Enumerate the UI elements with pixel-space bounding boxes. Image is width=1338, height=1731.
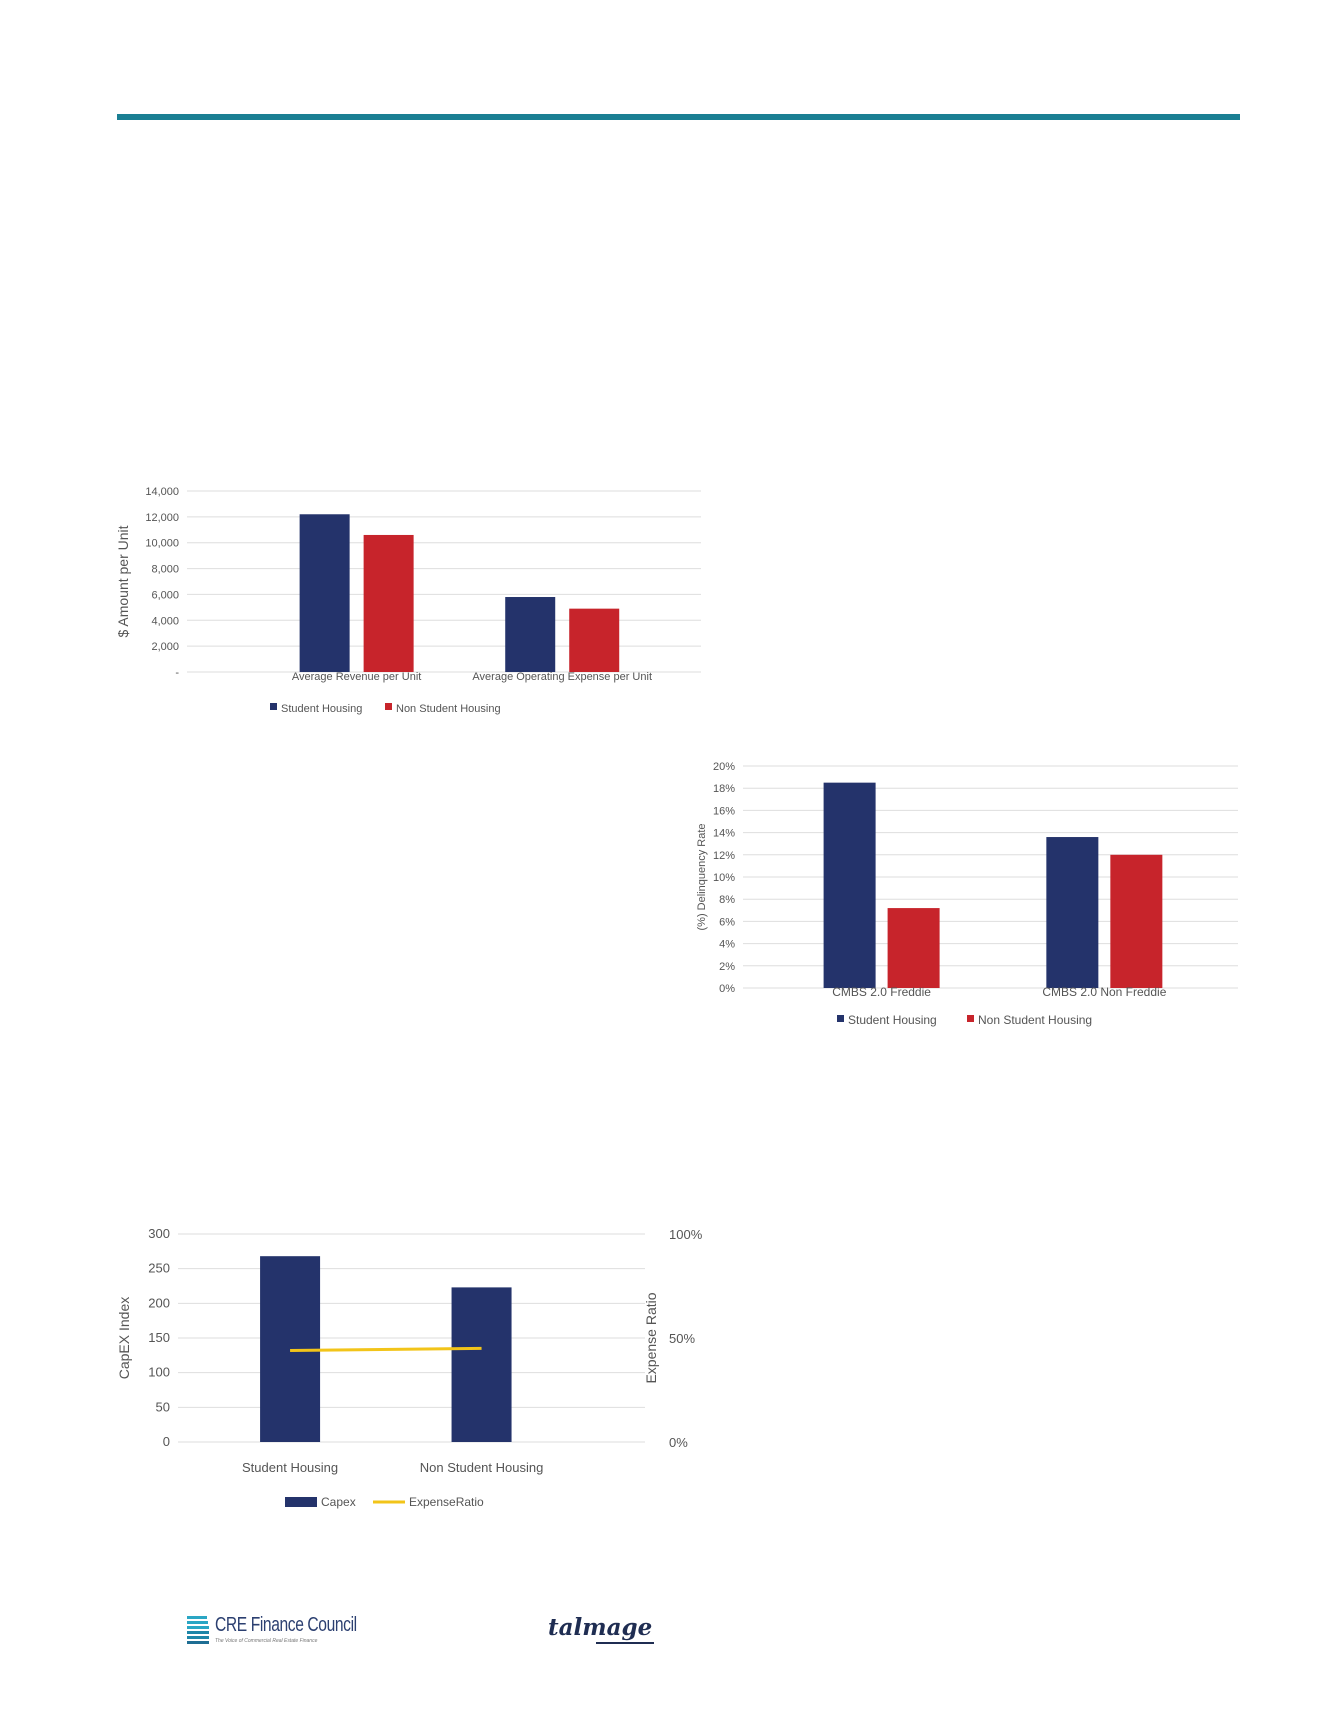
y2-axis-title: Expense Ratio: [643, 1292, 659, 1383]
category-label: Average Revenue per Unit: [292, 671, 421, 683]
legend-swatch: [385, 703, 392, 710]
y-tick-label: 4%: [719, 939, 735, 951]
bar: [299, 514, 350, 672]
legend-label: Non Student Housing: [978, 1013, 1092, 1027]
y-tick-label: 12,000: [145, 512, 179, 524]
y2-tick-label: 50%: [669, 1331, 695, 1346]
y-axis-title: CapEX Index: [116, 1297, 132, 1380]
y-tick-label: 50: [156, 1399, 170, 1414]
legend-swatch: [837, 1015, 844, 1022]
y-tick-label: 6,000: [151, 589, 179, 601]
y-axis-title: $ Amount per Unit: [115, 525, 131, 637]
y-tick-label: 20%: [713, 761, 735, 773]
revenue-expense-chart: - 2,000 4,000 6,000 8,000 10,000 12,000 14,000 $…: [115, 486, 701, 715]
y2-tick-label: 0%: [669, 1435, 688, 1450]
y-tick-label: 10,000: [145, 538, 179, 550]
y-tick-label: 4,000: [151, 615, 179, 627]
y-tick-label: 250: [148, 1261, 170, 1276]
logo1-tagline: The Voice of Commercial Real Estate Fina…: [215, 1638, 318, 1644]
y-tick-label: 200: [148, 1295, 170, 1310]
logo2-name: talmage: [548, 1614, 653, 1641]
y-tick-label: 100: [148, 1365, 170, 1380]
y-tick-label: 12%: [713, 850, 735, 862]
y-tick-label: 10%: [713, 872, 735, 884]
category-label: Student Housing: [242, 1460, 338, 1475]
y-tick-label: 18%: [713, 783, 735, 795]
category-label: CMBS 2.0 Freddie: [832, 985, 931, 999]
y-tick-label: 14%: [713, 828, 735, 840]
legend-swatch: [285, 1497, 317, 1507]
bar: [451, 1287, 512, 1442]
legend-label: ExpenseRatio: [409, 1495, 484, 1509]
logo1-name: CRE Finance Council: [215, 1614, 357, 1636]
y-tick-label: 14,000: [145, 486, 179, 498]
bar: [505, 597, 556, 672]
y-tick-label: 8,000: [151, 564, 179, 576]
top-rule: [117, 114, 1240, 120]
y-tick-label: 300: [148, 1226, 170, 1241]
y-tick-label: -: [175, 667, 179, 679]
y2-tick-label: 100%: [669, 1227, 703, 1242]
legend-swatch: [270, 703, 277, 710]
delinquency-chart: 0% 2% 4% 6% 8% 10% 12% 14% 16% 18% 20% (%) Delinque…: [696, 761, 1238, 1027]
legend-swatch: [967, 1015, 974, 1022]
category-label: Non Student Housing: [420, 1460, 544, 1475]
bar: [1046, 837, 1099, 988]
legend-label: Student Housing: [848, 1013, 937, 1027]
y-tick-label: 0%: [719, 983, 735, 995]
category-label: CMBS 2.0 Non Freddie: [1042, 985, 1166, 999]
y-tick-label: 150: [148, 1330, 170, 1345]
legend-label: Capex: [321, 1495, 356, 1509]
bar: [1110, 854, 1163, 988]
y-axis-title: (%) Delinquency Rate: [696, 824, 708, 931]
y-tick-label: 2,000: [151, 641, 179, 653]
bar: [363, 534, 414, 672]
bar: [569, 608, 620, 672]
cre-finance-council-logo: CRE Finance Council The Voice of Commerc…: [185, 1612, 357, 1652]
capex-chart: 0 50 100 150 200 250 300 0% 50% 100% Expense Ratio…: [116, 1226, 703, 1509]
legend-label: Non Student Housing: [396, 703, 501, 715]
bar: [887, 908, 940, 988]
y-tick-label: 8%: [719, 894, 735, 906]
building-icon: [187, 1616, 209, 1644]
bar: [823, 782, 876, 988]
talmage-logo: talmage: [548, 1614, 658, 1648]
category-label: Average Operating Expense per Unit: [472, 671, 652, 683]
y-tick-label: 2%: [719, 961, 735, 973]
y-tick-label: 0: [163, 1434, 170, 1449]
logo2-underline: [596, 1642, 654, 1644]
y-tick-label: 6%: [719, 916, 735, 928]
expense-ratio-line: [290, 1346, 482, 1352]
y-tick-label: 16%: [713, 805, 735, 817]
legend-label: Student Housing: [281, 703, 362, 715]
